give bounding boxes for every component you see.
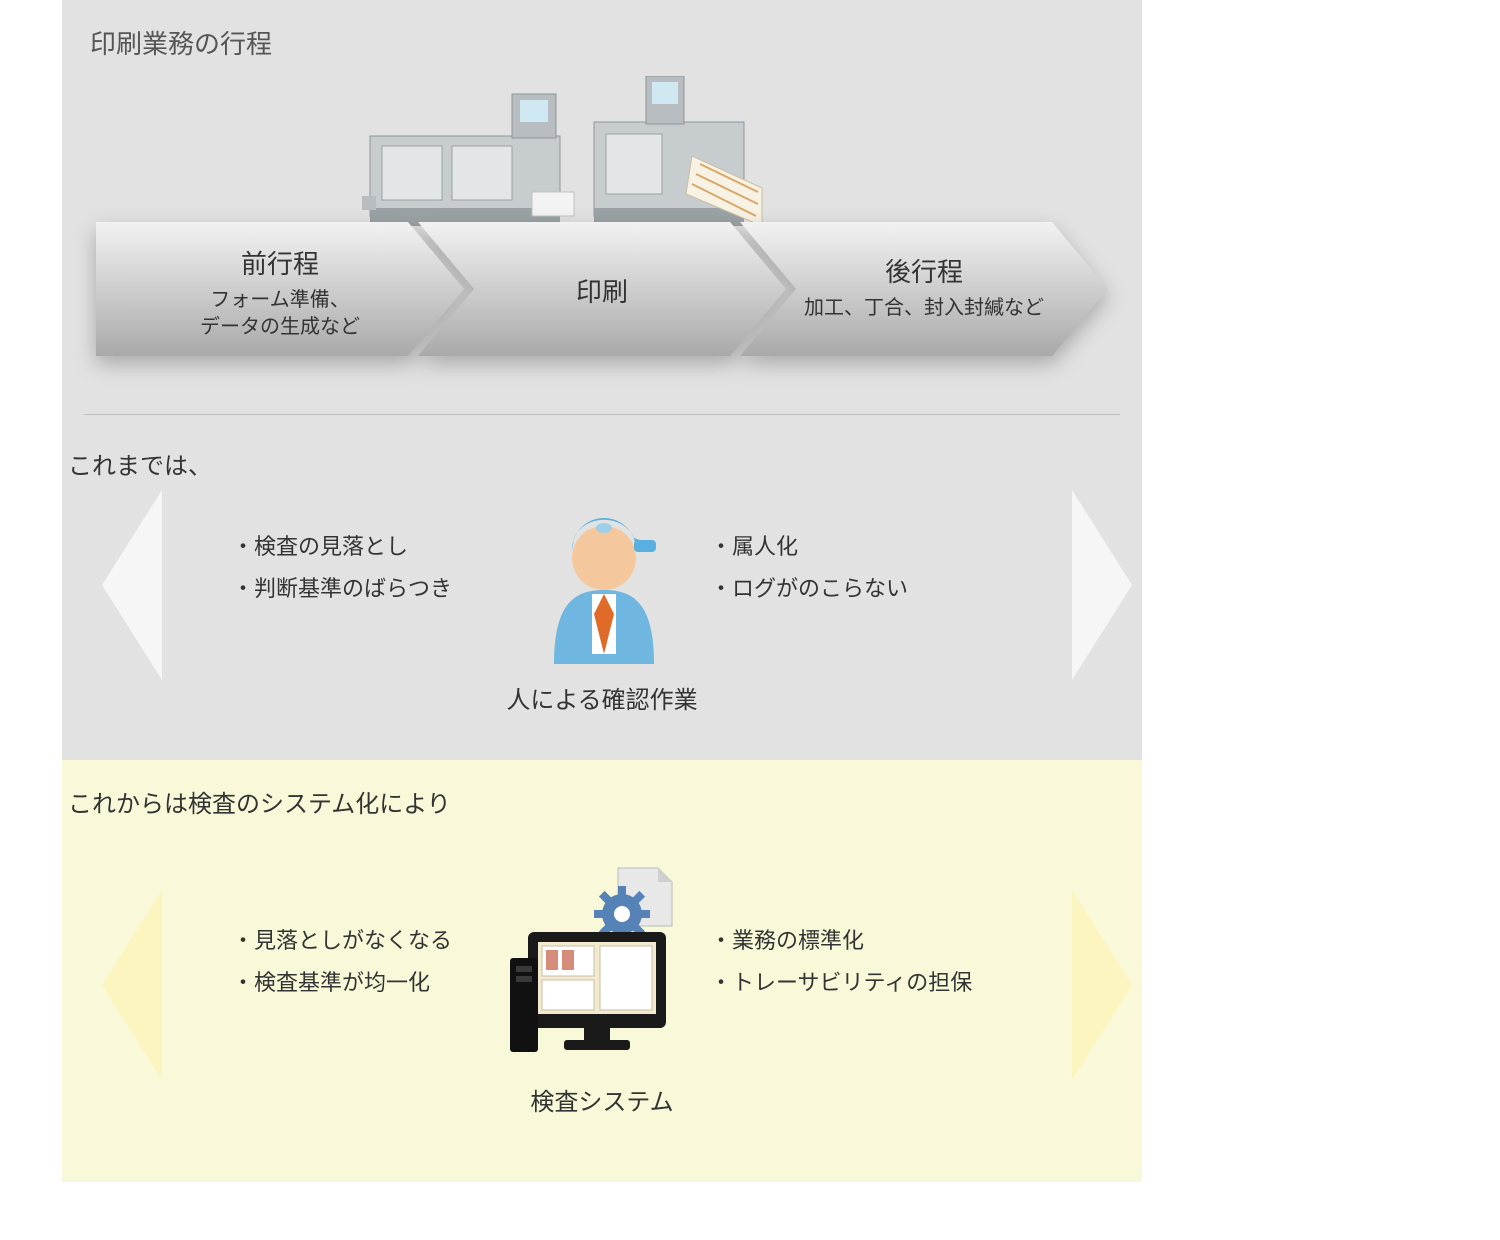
section-after: これからは検査のシステム化により [62,760,1142,1182]
bullet-item: ・見落としがなくなる [232,920,452,962]
process-step-title: 前行程 [96,244,464,281]
process-step-title: 印刷 [418,272,786,309]
bullet-item: ・業務の標準化 [710,920,972,962]
diagram-canvas: 印刷業務の行程 [62,0,1142,1182]
printer-icon [362,76,772,232]
chevron-right-icon [1072,890,1132,1080]
after-bullets-left: ・見落としがなくなる ・検査基準が均一化 [232,920,452,1004]
before-label: これまでは、 [68,446,212,481]
bullet-item: ・判断基準のばらつき [232,568,452,610]
section-before: 印刷業務の行程 [62,0,1142,760]
process-step-sub: 加工、丁合、封入封緘など [740,295,1108,322]
process-step-pre: 前行程 フォーム準備、 データの生成など [96,222,464,356]
divider [84,414,1120,415]
bullet-item: ・ログがのこらない [710,568,908,610]
bullet-item: ・検査基準が均一化 [232,962,452,1004]
bullet-item: ・トレーサビリティの担保 [710,962,972,1004]
before-bullets-right: ・属人化 ・ログがのこらない [710,526,908,610]
chevron-left-icon [102,490,162,680]
process-step-title: 後行程 [740,252,1108,289]
chevron-left-icon [102,890,162,1080]
chevron-right-icon [1072,490,1132,680]
pc-caption: 検査システム [62,1082,1142,1117]
process-step-post: 後行程 加工、丁合、封入封緘など [740,222,1108,356]
computer-icon [510,860,700,1060]
before-bullets-left: ・検査の見落とし ・判断基準のばらつき [232,526,452,610]
after-label: これからは検査のシステム化により [68,784,451,819]
process-step-print: 印刷 [418,222,786,356]
process-flow: 前行程 フォーム準備、 データの生成など 印刷 [96,222,1108,356]
worker-icon [534,494,674,664]
page-title: 印刷業務の行程 [90,24,272,61]
process-step-sub: フォーム準備、 データの生成など [96,287,464,341]
worker-caption: 人による確認作業 [62,680,1142,715]
bullet-item: ・属人化 [710,526,908,568]
after-bullets-right: ・業務の標準化 ・トレーサビリティの担保 [710,920,972,1004]
bullet-item: ・検査の見落とし [232,526,452,568]
